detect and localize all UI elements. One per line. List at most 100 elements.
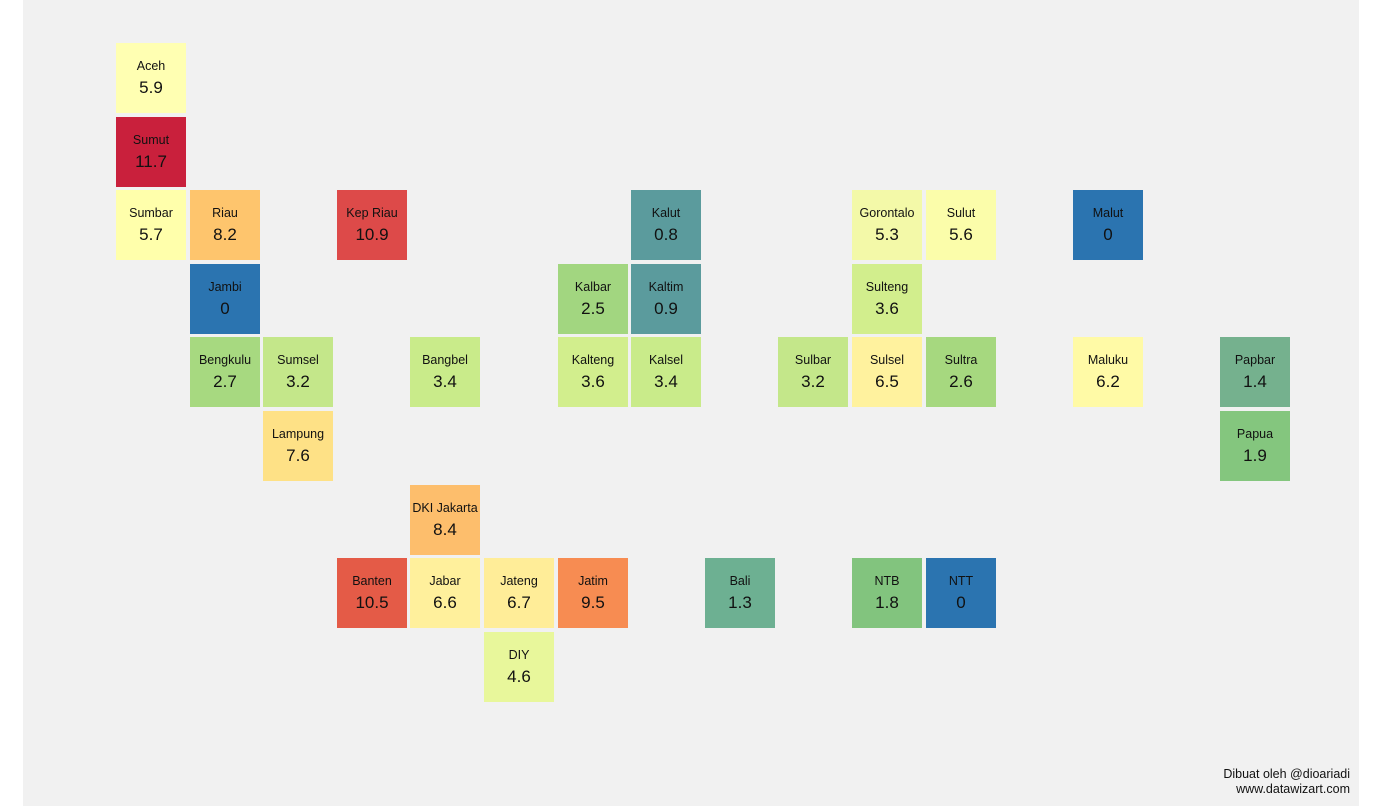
- province-value: 0.9: [654, 299, 678, 318]
- province-value: 2.7: [213, 372, 237, 391]
- province-tile-bangbel[interactable]: Bangbel 3.4: [410, 337, 480, 407]
- province-tile-maluku[interactable]: Maluku 6.2: [1073, 337, 1143, 407]
- province-tile-riau[interactable]: Riau 8.2: [190, 190, 260, 260]
- province-name: Jatim: [578, 574, 608, 588]
- province-tile-kalteng[interactable]: Kalteng 3.6: [558, 337, 628, 407]
- province-value: 0: [1103, 225, 1113, 244]
- province-tile-kaltim[interactable]: Kaltim 0.9: [631, 264, 701, 334]
- province-value: 1.3: [728, 593, 752, 612]
- province-tile-gorontalo[interactable]: Gorontalo 5.3: [852, 190, 922, 260]
- province-value: 0: [956, 593, 966, 612]
- province-name: Kalteng: [571, 353, 615, 367]
- province-tile-kalbar[interactable]: Kalbar 2.5: [558, 264, 628, 334]
- province-value: 6.5: [875, 372, 899, 391]
- province-name: Sulsel: [869, 353, 905, 367]
- province-value: 4.6: [507, 667, 531, 686]
- province-tile-sulsel[interactable]: Sulsel 6.5: [852, 337, 922, 407]
- province-name: Banten: [352, 574, 392, 588]
- province-name: NTT: [948, 574, 974, 588]
- province-value: 7.6: [286, 446, 310, 465]
- province-value: 6.7: [507, 593, 531, 612]
- province-name: DKI Jakarta: [412, 501, 478, 515]
- province-name: Jambi: [208, 280, 242, 294]
- province-value: 1.8: [875, 593, 899, 612]
- province-tile-sulteng[interactable]: Sulteng 3.6: [852, 264, 922, 334]
- province-name: Sumsel: [277, 353, 319, 367]
- province-value: 3.4: [433, 372, 457, 391]
- credit: Dibuat oleh @dioariadi www.datawizart.co…: [1223, 767, 1350, 797]
- province-value: 1.4: [1243, 372, 1267, 391]
- province-value: 0.8: [654, 225, 678, 244]
- province-name: Sultra: [944, 353, 978, 367]
- province-name: Sulbar: [794, 353, 832, 367]
- province-name: Papbar: [1234, 353, 1276, 367]
- province-name: Sulteng: [865, 280, 909, 294]
- province-name: Kaltim: [648, 280, 684, 294]
- province-name: Kalbar: [574, 280, 612, 294]
- province-name: Jateng: [500, 574, 538, 588]
- province-value: 3.2: [801, 372, 825, 391]
- province-name: Aceh: [136, 59, 166, 73]
- province-value: 5.6: [949, 225, 973, 244]
- province-tile-kalut[interactable]: Kalut 0.8: [631, 190, 701, 260]
- province-tile-jabar[interactable]: Jabar 6.6: [410, 558, 480, 628]
- province-tile-banten[interactable]: Banten 10.5: [337, 558, 407, 628]
- province-name: Jabar: [429, 574, 461, 588]
- province-name: Kep Riau: [346, 206, 398, 220]
- province-tile-kep-riau[interactable]: Kep Riau 10.9: [337, 190, 407, 260]
- province-name: Bengkulu: [198, 353, 252, 367]
- province-name: Kalsel: [648, 353, 684, 367]
- province-tile-jatim[interactable]: Jatim 9.5: [558, 558, 628, 628]
- province-tile-kalsel[interactable]: Kalsel 3.4: [631, 337, 701, 407]
- province-tile-diy[interactable]: DIY 4.6: [484, 632, 554, 702]
- province-value: 11.7: [135, 152, 167, 171]
- province-tile-lampung[interactable]: Lampung 7.6: [263, 411, 333, 481]
- province-tile-aceh[interactable]: Aceh 5.9: [116, 43, 186, 113]
- province-name: Maluku: [1087, 353, 1129, 367]
- province-name: DIY: [508, 648, 530, 662]
- province-value: 2.5: [581, 299, 605, 318]
- province-value: 3.6: [581, 372, 605, 391]
- province-tile-papua[interactable]: Papua 1.9: [1220, 411, 1290, 481]
- province-tile-sumsel[interactable]: Sumsel 3.2: [263, 337, 333, 407]
- province-value: 9.5: [581, 593, 605, 612]
- credit-website: www.datawizart.com: [1236, 782, 1350, 796]
- province-tile-sulbar[interactable]: Sulbar 3.2: [778, 337, 848, 407]
- province-tile-jambi[interactable]: Jambi 0: [190, 264, 260, 334]
- province-tile-bali[interactable]: Bali 1.3: [705, 558, 775, 628]
- province-value: 8.2: [213, 225, 237, 244]
- province-value: 10.9: [355, 225, 389, 244]
- province-value: 3.6: [875, 299, 899, 318]
- province-tile-papbar[interactable]: Papbar 1.4: [1220, 337, 1290, 407]
- province-tile-sulut[interactable]: Sulut 5.6: [926, 190, 996, 260]
- province-value: 6.6: [433, 593, 457, 612]
- province-value: 3.4: [654, 372, 678, 391]
- province-value: 1.9: [1243, 446, 1267, 465]
- province-tile-dki-jakarta[interactable]: DKI Jakarta 8.4: [410, 485, 480, 555]
- province-tile-jateng[interactable]: Jateng 6.7: [484, 558, 554, 628]
- province-value: 8.4: [433, 520, 457, 539]
- province-name: Sumut: [132, 133, 170, 147]
- province-value: 6.2: [1096, 372, 1120, 391]
- province-name: NTB: [874, 574, 900, 588]
- province-name: Bali: [729, 574, 751, 588]
- province-tile-ntb[interactable]: NTB 1.8: [852, 558, 922, 628]
- province-name: Lampung: [271, 427, 325, 441]
- province-name: Malut: [1092, 206, 1124, 220]
- province-tile-sultra[interactable]: Sultra 2.6: [926, 337, 996, 407]
- province-name: Sumbar: [129, 206, 173, 220]
- province-value: 2.6: [949, 372, 973, 391]
- province-tile-sumut[interactable]: Sumut 11.7: [116, 117, 186, 187]
- province-tile-sumbar[interactable]: Sumbar 5.7: [116, 190, 186, 260]
- province-value: 5.3: [875, 225, 899, 244]
- province-value: 5.9: [139, 78, 163, 97]
- credit-author: Dibuat oleh @dioariadi: [1223, 767, 1350, 781]
- province-value: 0: [220, 299, 230, 318]
- province-tile-bengkulu[interactable]: Bengkulu 2.7: [190, 337, 260, 407]
- province-tile-ntt[interactable]: NTT 0: [926, 558, 996, 628]
- province-name: Gorontalo: [859, 206, 915, 220]
- province-name: Bangbel: [422, 353, 468, 367]
- province-name: Kalut: [651, 206, 681, 220]
- province-tile-malut[interactable]: Malut 0: [1073, 190, 1143, 260]
